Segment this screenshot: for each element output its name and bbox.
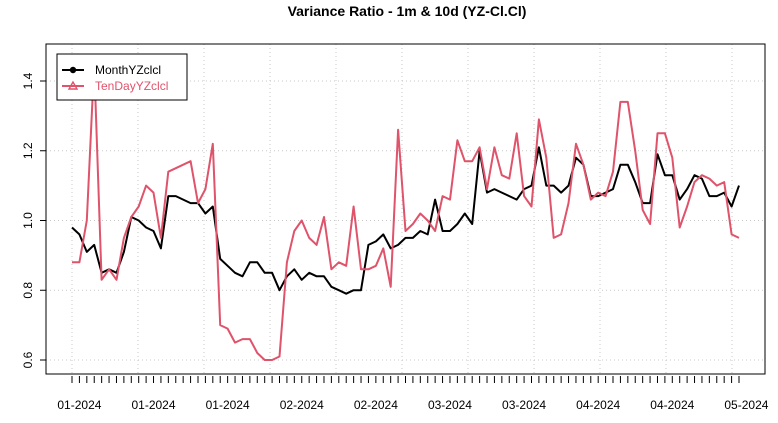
x-tick-label: 03-2024 <box>502 398 546 412</box>
chart-title: Variance Ratio - 1m & 10d (YZ-Cl.Cl) <box>288 3 527 19</box>
x-axis: 01-2024 01-2024 01-2024 02-2024 02-2024 03-20… <box>57 376 769 412</box>
y-tick-label: 1.0 <box>21 212 35 229</box>
legend-triangle-marker <box>67 80 79 90</box>
legend: MonthYZclcl TenDayYZclcl <box>56 53 188 101</box>
x-tick-label: 02-2024 <box>280 398 324 412</box>
x-tick-label: 01-2024 <box>57 398 101 412</box>
y-tick-label: 1.4 <box>21 72 35 89</box>
legend-circle-marker <box>69 66 77 74</box>
series-line-MonthYZclcl <box>71 146 740 295</box>
y-axis: 0.6 0.8 1.0 1.2 1.4 <box>21 72 46 368</box>
y-tick-label: 0.6 <box>21 351 35 368</box>
x-tick-label: 02-2024 <box>354 398 398 412</box>
x-tick-label: 04-2024 <box>576 398 620 412</box>
plot-frame <box>45 43 766 375</box>
y-tick-label: 0.8 <box>21 282 35 299</box>
x-tick-label: 01-2024 <box>131 398 175 412</box>
series-line-TenDayYZclcl <box>72 62 740 361</box>
legend-label: MonthYZclcl <box>95 63 161 77</box>
x-tick-label: 05-2024 <box>724 398 768 412</box>
x-tick-label: 03-2024 <box>428 398 472 412</box>
x-tick-label: 04-2024 <box>650 398 694 412</box>
y-tick-label: 1.2 <box>21 142 35 159</box>
legend-label: TenDayYZclcl <box>95 79 168 93</box>
legend-box <box>56 53 188 101</box>
x-tick-label: 01-2024 <box>206 398 250 412</box>
